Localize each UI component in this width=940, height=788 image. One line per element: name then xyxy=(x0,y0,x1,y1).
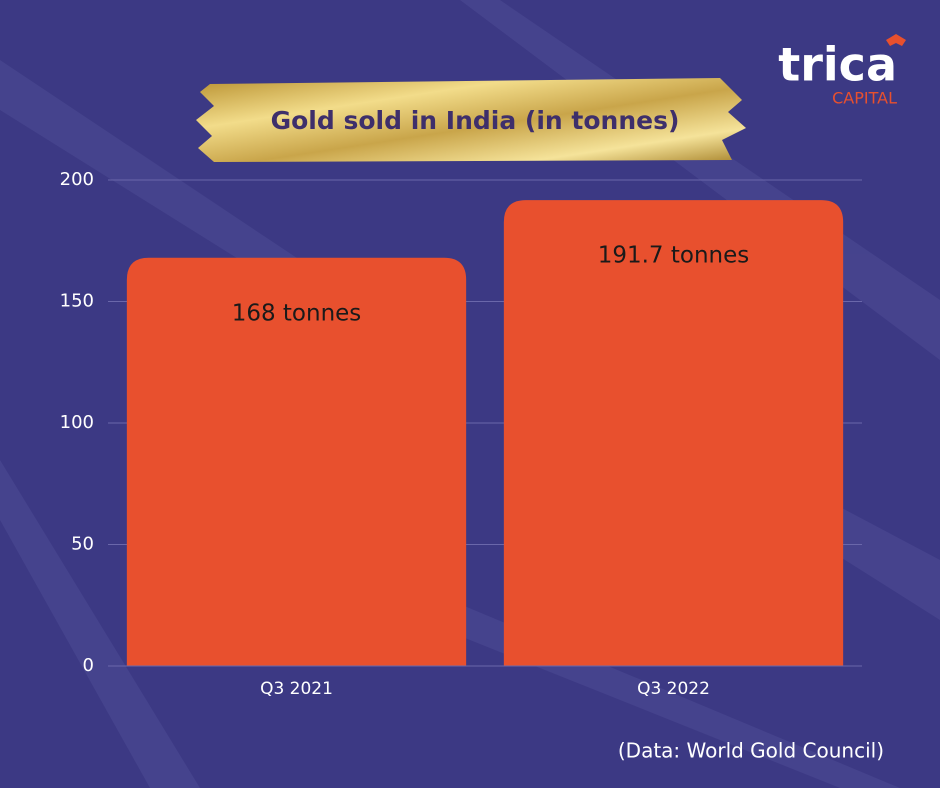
logo-subtitle: CAPITAL xyxy=(832,89,897,108)
y-tick-label: 150 xyxy=(60,291,94,312)
logo-name: trica xyxy=(778,38,897,92)
y-tick-label: 100 xyxy=(60,412,94,433)
data-label: 168 tonnes xyxy=(232,300,362,326)
chart-title: Gold sold in India (in tonnes) xyxy=(271,106,680,135)
x-tick-label: Q3 2022 xyxy=(637,679,710,699)
source-note: (Data: World Gold Council) xyxy=(618,739,884,763)
bar xyxy=(503,200,844,666)
y-tick-label: 200 xyxy=(60,169,94,190)
y-tick-label: 50 xyxy=(71,534,94,555)
x-tick-label: Q3 2021 xyxy=(260,679,333,699)
data-label: 191.7 tonnes xyxy=(598,243,750,269)
bar xyxy=(126,257,467,666)
logo-icon xyxy=(886,34,906,46)
y-tick-label: 0 xyxy=(83,655,94,676)
title-banner xyxy=(196,78,746,162)
